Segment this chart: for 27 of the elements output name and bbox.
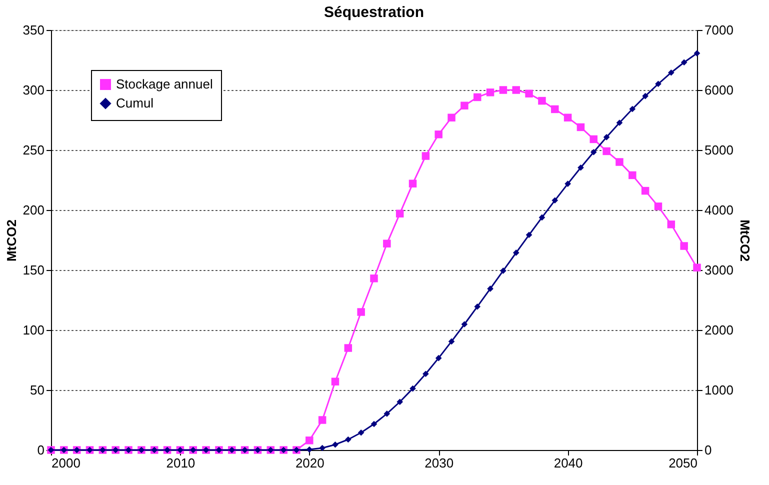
- y-tick-label: 50: [30, 382, 44, 398]
- x-tick-label: 2050: [668, 456, 698, 470]
- x-tick-label: 2040: [554, 456, 583, 470]
- y2-tick-label: 2000: [704, 322, 734, 338]
- x-tick-label: 2020: [295, 456, 324, 470]
- y2-axis-title: MtCO2: [737, 220, 752, 262]
- y2-tick-label: 5000: [704, 142, 734, 158]
- x-tick-label: 2000: [52, 456, 80, 470]
- y2-tick-label: 3000: [704, 262, 734, 278]
- y-tick-label: 200: [22, 202, 44, 218]
- y2-tick-label: 0: [704, 442, 712, 458]
- y2-tick-label: 4000: [704, 202, 734, 218]
- y-tick-label: 100: [22, 322, 44, 338]
- legend-label: Cumul: [116, 96, 154, 110]
- y-tick-label: 0: [37, 442, 44, 458]
- y-tick-label: 350: [22, 22, 44, 38]
- x-tick-label: 2030: [424, 456, 454, 470]
- y-tick-label: 300: [22, 82, 44, 98]
- legend-label: Stockage annuel: [116, 76, 213, 92]
- y-tick-label: 250: [22, 142, 44, 158]
- y2-tick-label: 7000: [704, 22, 734, 38]
- chart-title: Séquestration: [324, 4, 424, 21]
- y2-tick-label: 6000: [704, 82, 734, 98]
- y-axis-title: MtCO2: [4, 220, 19, 262]
- x-tick-label: 2010: [166, 456, 196, 470]
- y-tick-label: 150: [22, 262, 44, 278]
- y2-tick-label: 1000: [704, 382, 734, 398]
